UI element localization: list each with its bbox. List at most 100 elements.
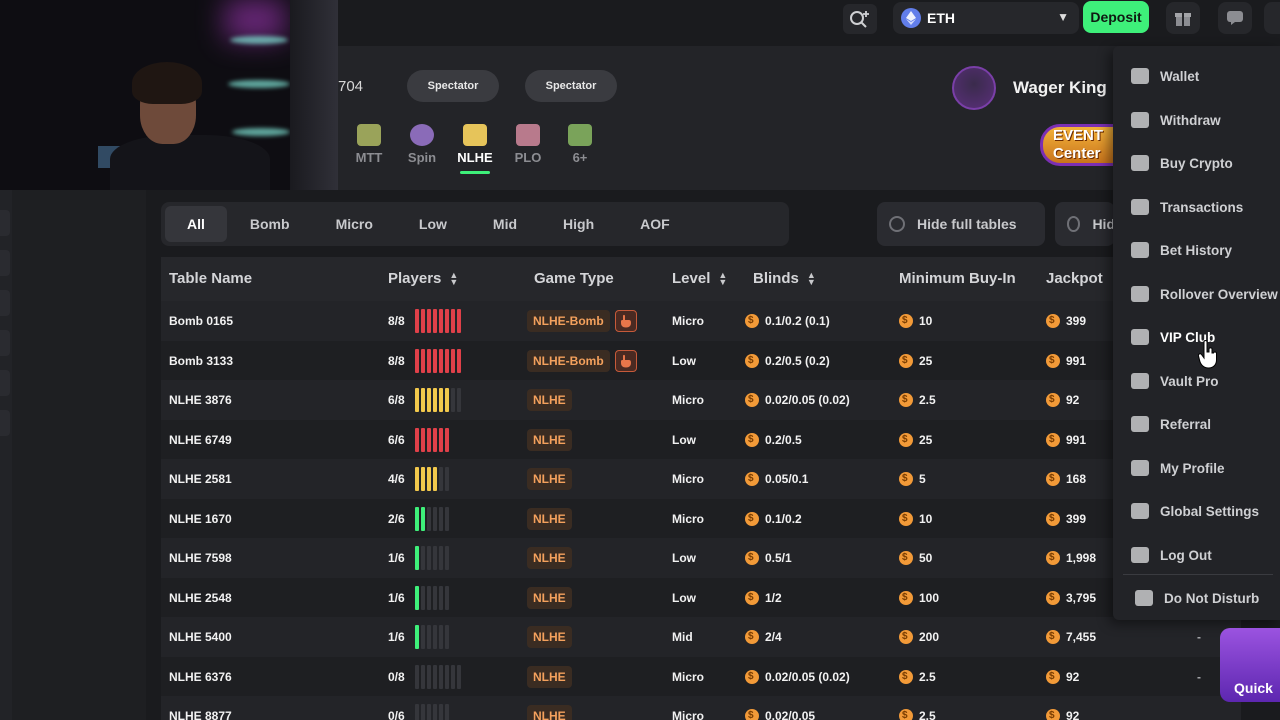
seat-bar — [451, 309, 455, 333]
seat-bar — [439, 704, 443, 720]
jackpot-value: 399 — [1066, 314, 1087, 328]
seat-bar — [421, 388, 425, 412]
seat-bar — [427, 467, 431, 491]
column-header-jackpot[interactable]: Jackpot — [1046, 270, 1103, 287]
table-row[interactable]: NLHE 2548 1/6 NLHE Low 1/2 100 3,795 — [161, 577, 1241, 617]
purple-light — [225, 0, 285, 40]
table-row[interactable]: NLHE 5400 1/6 NLHE Mid 2/4 200 7,455 - — [161, 617, 1241, 657]
jackpot: 3,795 — [1046, 590, 1096, 605]
filter-all[interactable]: All — [165, 206, 227, 242]
table-name: NLHE 6376 — [169, 669, 232, 684]
seat-bar — [457, 388, 461, 412]
radio-button[interactable] — [1067, 216, 1081, 232]
seat-occupancy-bars — [415, 309, 461, 333]
seat-bar — [439, 625, 443, 649]
filter-mid[interactable]: Mid — [492, 216, 518, 232]
menu-item-rollover-overview[interactable]: Rollover Overview — [1113, 275, 1280, 313]
table-row[interactable]: NLHE 6376 0/8 NLHE Micro 0.02/0.05 (0.02) 2.5… — [161, 656, 1241, 696]
table-row[interactable]: NLHE 7598 1/6 NLHE Low 0.5/1 50 1,998 — [161, 538, 1241, 578]
menu-item-wallet[interactable]: Wallet — [1113, 57, 1280, 95]
menu-item-log-out[interactable]: Log Out — [1113, 536, 1280, 574]
filter-bomb[interactable]: Bomb — [249, 216, 290, 232]
coin-icon — [745, 669, 759, 684]
menu-item-buy-crypto[interactable]: Buy Crypto — [1113, 144, 1280, 182]
table-row[interactable]: NLHE 3876 6/8 NLHE Micro 0.02/0.05 (0.02) 2.5… — [161, 380, 1241, 420]
cards-icon — [463, 124, 487, 146]
currency-label: ETH — [927, 10, 955, 26]
search-button[interactable] — [843, 4, 877, 34]
chat-button[interactable] — [1218, 2, 1252, 34]
jackpot-value: 92 — [1066, 393, 1080, 407]
column-header-level[interactable]: Level ▲ ▼ — [672, 270, 727, 287]
column-header-players[interactable]: Players ▲ ▼ — [388, 270, 458, 287]
menu-item-bet-history[interactable]: Bet History — [1113, 231, 1280, 269]
sidebar-tab[interactable] — [0, 290, 10, 316]
event-banner-line: Center — [1053, 145, 1101, 162]
bet-history-icon — [1131, 242, 1149, 258]
notifications-button[interactable] — [1264, 2, 1280, 34]
blinds-value: 0.2/0.5 (0.2) — [765, 353, 830, 368]
menu-item-global-settings[interactable]: Global Settings — [1113, 492, 1280, 530]
menu-item-do-not-disturb[interactable]: Do Not Disturb — [1113, 579, 1280, 617]
menu-item-withdraw[interactable]: Withdraw — [1113, 101, 1280, 139]
currency-selector[interactable]: ETH ▼ — [893, 2, 1079, 34]
column-header-game-type[interactable]: Game Type — [534, 270, 614, 287]
hide-full-tables-toggle[interactable]: Hide full tables — [877, 202, 1045, 246]
top-bar: ETH ▼ Deposit — [338, 0, 1280, 46]
column-header-min-buyin[interactable]: Minimum Buy-In — [899, 270, 1016, 287]
filter-aof[interactable]: AOF — [640, 216, 670, 232]
event-center-banner[interactable]: EVENT Center — [1040, 124, 1120, 166]
spectator-button[interactable]: Spectator — [525, 70, 617, 102]
seat-occupancy-bars — [415, 546, 449, 570]
table-name: NLHE 5400 — [169, 630, 232, 644]
jackpot: 991 — [1046, 432, 1086, 447]
table-row[interactable]: NLHE 6749 6/6 NLHE Low 0.2/0.5 25 991 — [161, 419, 1241, 459]
seat-occupancy-bars — [415, 704, 449, 720]
player-count: 1/6 — [388, 551, 405, 565]
column-header-table-name[interactable]: Table Name — [169, 270, 253, 287]
table-name: NLHE 2581 — [169, 472, 232, 486]
sidebar-tab[interactable] — [0, 210, 10, 236]
seat-bar — [421, 585, 425, 610]
menu-item-vault-pro[interactable]: Vault Pro — [1113, 362, 1280, 400]
menu-item-my-profile[interactable]: My Profile — [1113, 449, 1280, 487]
jackpot: 92 — [1046, 669, 1079, 684]
seat-bar — [451, 348, 455, 373]
menu-item-referral[interactable]: Referral — [1113, 405, 1280, 443]
table-row[interactable]: Bomb 0165 8/8 NLHE-Bomb Micro 0.1/0.2 (0.1) 1… — [161, 301, 1241, 341]
seat-bar — [415, 427, 419, 452]
table-name: NLHE 8877 — [169, 709, 232, 720]
column-header-blinds[interactable]: Blinds ▲ ▼ — [753, 270, 816, 287]
table-row[interactable]: NLHE 1670 2/6 NLHE Micro 0.1/0.2 10 399 — [161, 498, 1241, 538]
sidebar-tab[interactable] — [0, 410, 10, 436]
deposit-button[interactable]: Deposit — [1083, 1, 1149, 33]
hide-empty-tables-toggle[interactable]: Hid — [1055, 202, 1115, 246]
table-row[interactable]: NLHE 2581 4/6 NLHE Micro 0.05/0.1 5 168 — [161, 459, 1241, 499]
seat-bar — [445, 704, 449, 720]
seat-occupancy-bars — [415, 506, 449, 531]
avatar[interactable] — [952, 66, 996, 110]
menu-item-vip-club[interactable]: VIP Club — [1113, 318, 1280, 356]
jackpot: 1,998 — [1046, 551, 1096, 565]
tab-plo[interactable]: PLO — [506, 124, 550, 165]
radio-button[interactable] — [889, 216, 905, 232]
table-row[interactable]: NLHE 8877 0/6 NLHE Micro 0.02/0.05 2.5 92 — [161, 696, 1241, 720]
tab-mtt[interactable]: MTT — [347, 124, 391, 165]
sidebar-tab[interactable] — [0, 250, 10, 276]
filter-high[interactable]: High — [563, 216, 595, 232]
tab-spin[interactable]: Spin — [400, 124, 444, 165]
sidebar-tab[interactable] — [0, 370, 10, 396]
min-buyin: 2.5 — [899, 709, 936, 720]
tab-nlhe[interactable]: NLHE — [453, 124, 497, 174]
rewards-button[interactable] — [1166, 2, 1200, 34]
tab-six-plus[interactable]: 6+ — [558, 124, 602, 165]
table-row[interactable]: Bomb 3133 8/8 NLHE-Bomb Low 0.2/0.5 (0.2) 25 9… — [161, 340, 1241, 380]
filter-low[interactable]: Low — [418, 216, 447, 232]
blinds: 0.02/0.05 (0.02) — [745, 669, 850, 684]
menu-item-transactions[interactable]: Transactions — [1113, 188, 1280, 226]
spectator-button[interactable]: Spectator — [407, 70, 499, 102]
sidebar-tab[interactable] — [0, 330, 10, 356]
filter-micro[interactable]: Micro — [335, 216, 373, 232]
quick-seat-button[interactable]: Quick — [1220, 628, 1280, 702]
seat-occupancy-bars — [415, 585, 449, 610]
